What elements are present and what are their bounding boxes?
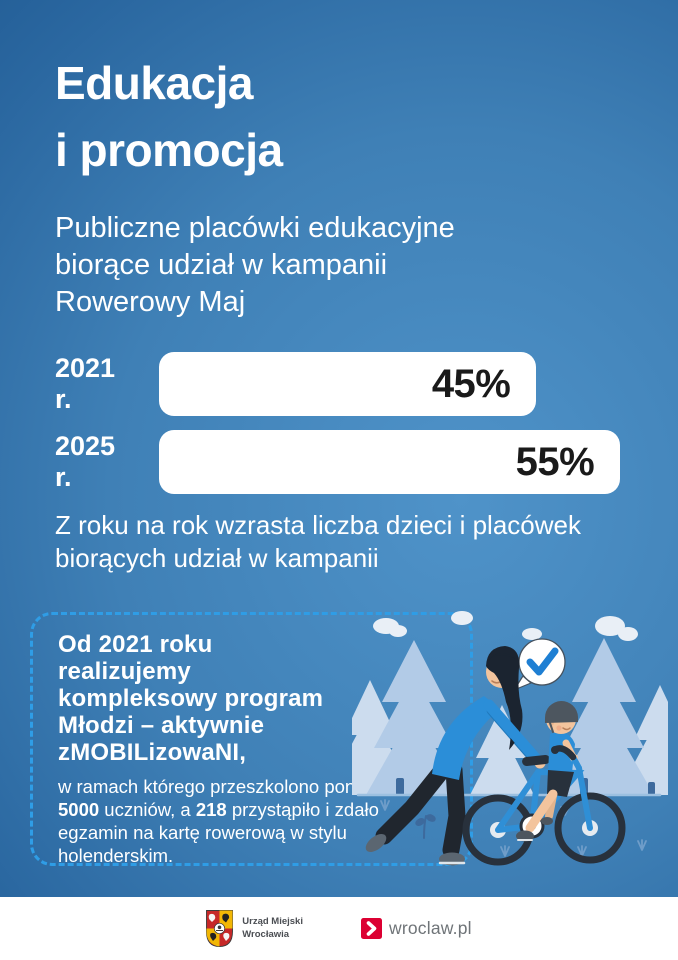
subtitle-line-3: Rowerowy Maj	[55, 286, 246, 318]
wroclaw-pl-logo: wroclaw.pl	[360, 918, 472, 939]
body-middle: uczniów, a	[99, 799, 196, 820]
bar-label-2021: 2021 r.	[55, 353, 116, 414]
stat-exams: 218	[195, 799, 227, 820]
chart-caption: Z roku na rok wzrasta liczba dzieci i pl…	[55, 509, 581, 575]
city-office-label: Urząd Miejski Wrocławia	[242, 916, 303, 940]
bar-track-2025: 55%	[159, 430, 648, 494]
bar-2021: 45%	[159, 352, 537, 416]
bike-lesson-illustration	[352, 611, 668, 866]
body-prefix: w ramach którego przeszkolono ponad	[58, 776, 376, 797]
heading-line-5: zMOBILizowaNI,	[58, 739, 247, 766]
subtitle-line-1: Publiczne placówki edukacyjne	[55, 212, 455, 244]
handlebar	[551, 745, 582, 771]
body-suffix: przystąpiło i zdało egzamin na kartę row…	[58, 799, 379, 866]
heading-line-4: Młodzi – aktywnie	[58, 712, 265, 739]
title-line-1: Edukacja	[55, 57, 253, 109]
wroclaw-coat-of-arms-icon	[206, 910, 234, 947]
heading-line-2: realizujemy	[58, 658, 191, 685]
bar-value-2025: 55%	[515, 439, 595, 484]
caption-line-2: biorących udział w kampanii	[55, 543, 379, 573]
clouds	[373, 611, 638, 641]
chart-subtitle: Publiczne placówki edukacyjne biorące ud…	[55, 210, 455, 321]
program-heading: Od 2021 roku realizujemy kompleksowy pro…	[58, 631, 470, 766]
checkmark-bubble-icon	[512, 638, 566, 692]
plant-sprig	[415, 814, 436, 839]
bar-2025: 55%	[159, 430, 621, 494]
wroclaw-chevron-icon	[360, 918, 382, 939]
footer-bar: Urząd Miejski Wrocławia wroclaw.pl	[0, 897, 678, 960]
city-office-logo: Urząd Miejski Wrocławia	[206, 910, 303, 947]
caption-line-1: Z roku na rok wzrasta liczba dzieci i pl…	[55, 510, 581, 540]
stat-students: 5000	[58, 799, 100, 820]
bar-value-2021: 45%	[431, 361, 511, 406]
bar-label-2025: 2025 r.	[55, 431, 116, 492]
heading-line-3: kompleksowy program	[58, 685, 324, 712]
subtitle-line-2: biorące udział w kampanii	[55, 249, 388, 281]
wroclaw-pl-label: wroclaw.pl	[388, 918, 472, 938]
page-title: Edukacja i promocja	[55, 50, 283, 184]
adult-figure	[365, 646, 546, 866]
title-line-2: i promocja	[55, 124, 283, 176]
heading-line-1: Od 2021 roku	[58, 631, 213, 658]
program-description: w ramach którego przeszkolono ponad 5000…	[58, 775, 410, 867]
bar-track-2021: 45%	[159, 352, 648, 416]
adult-shoes	[365, 834, 466, 866]
